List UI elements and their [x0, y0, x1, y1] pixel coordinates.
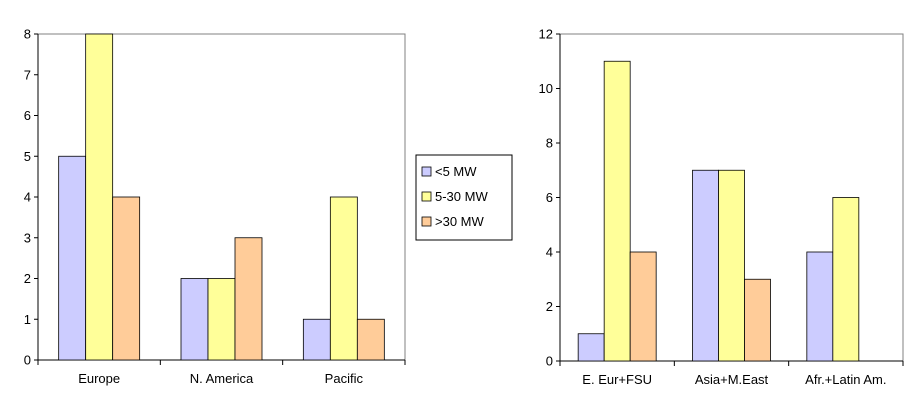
y-tick-label: 0 — [546, 354, 553, 369]
y-tick-label: 6 — [24, 108, 31, 123]
bar — [85, 33, 114, 361]
x-tick-label: Pacific — [325, 371, 364, 386]
y-tick-label: 1 — [24, 312, 31, 327]
bar — [329, 196, 358, 361]
y-tick-label: 7 — [24, 67, 31, 82]
y-tick-label: 0 — [24, 353, 31, 368]
bar — [180, 278, 209, 361]
x-tick-label: N. America — [190, 371, 254, 386]
legend-swatch — [421, 166, 432, 177]
bar — [58, 155, 87, 361]
y-tick-label: 12 — [539, 27, 553, 42]
chart-left: 0 1 2 3 4 5 6 7 8 Europe N. America Pacific — [24, 27, 406, 386]
bar — [832, 197, 860, 362]
y-tick-label: 2 — [24, 271, 31, 286]
y-tick-label: 4 — [546, 245, 553, 260]
bar — [718, 169, 745, 362]
x-tick-label: Asia+M.East — [695, 372, 769, 387]
legend-label: >30 MW — [435, 214, 484, 229]
bar — [806, 251, 834, 362]
bar — [577, 333, 605, 362]
legend: <5 MW 5-30 MW >30 MW — [415, 154, 513, 241]
legend-label: <5 MW — [435, 164, 477, 179]
bar — [112, 196, 141, 361]
legend-swatch — [421, 216, 432, 227]
y-tick-label: 2 — [546, 299, 553, 314]
y-tick-label: 8 — [546, 136, 553, 151]
legend-label: 5-30 MW — [435, 189, 488, 204]
y-tick-label: 8 — [24, 27, 31, 42]
y-tick-label: 3 — [24, 230, 31, 245]
bar — [692, 169, 719, 362]
chart-right: 0 2 4 6 8 10 12 E. Eur+FSU Asia+M.East Afr.+Latin… — [539, 27, 904, 387]
bar — [302, 318, 331, 361]
x-tick-label: Europe — [78, 371, 120, 386]
bar — [603, 60, 631, 362]
x-tick-label: Afr.+Latin Am. — [805, 372, 886, 387]
y-tick-label: 10 — [539, 81, 553, 96]
bar — [356, 318, 385, 361]
y-tick-label: 5 — [24, 149, 31, 164]
x-tick-label: E. Eur+FSU — [582, 372, 652, 387]
bar — [744, 278, 771, 362]
legend-swatch — [421, 191, 432, 202]
bar — [207, 278, 236, 361]
y-tick-label: 4 — [24, 190, 31, 205]
y-tick-label: 6 — [546, 190, 553, 205]
bar — [234, 237, 263, 361]
legend-box — [415, 154, 513, 241]
bar — [629, 251, 657, 362]
